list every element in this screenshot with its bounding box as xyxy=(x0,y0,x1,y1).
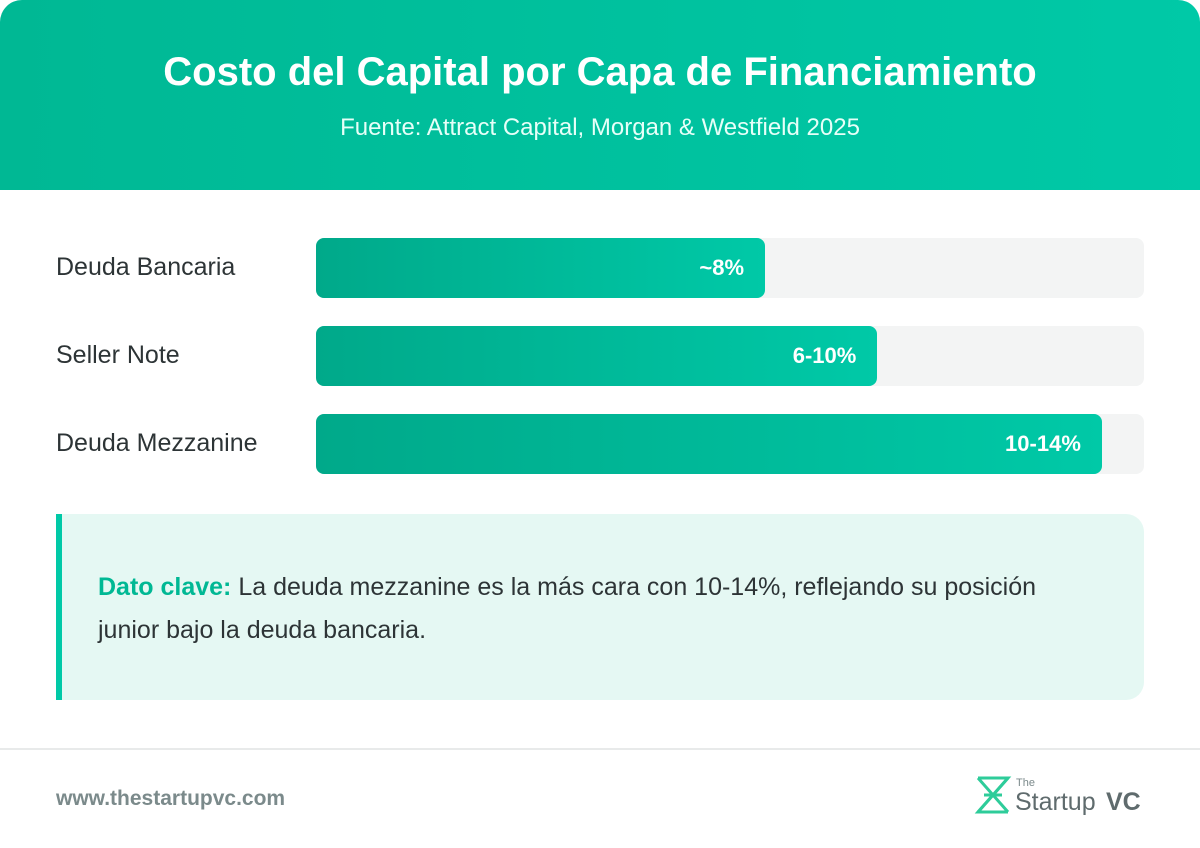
bar-track: 6-10% xyxy=(316,326,1144,386)
header: Costo del Capital por Capa de Financiami… xyxy=(0,0,1200,190)
category-label: Deuda Mezzanine xyxy=(56,429,258,457)
bar-track: 10-14% xyxy=(316,414,1144,474)
logo-small: The xyxy=(1016,777,1035,789)
value-label: 10-14% xyxy=(1005,431,1081,456)
note-body: La deuda mezzanine es la más cara con 10… xyxy=(98,573,1037,644)
chart-title: Costo del Capital por Capa de Financiami… xyxy=(163,50,1037,94)
logo: The Startup VC xyxy=(974,776,1141,816)
category-label: Deuda Bancaria xyxy=(56,253,236,281)
footer-divider xyxy=(0,748,1200,750)
footer-url: www.thestartupvc.com xyxy=(56,787,286,810)
key-note: Dato clave: La deuda mezzanine es la más… xyxy=(56,514,1144,700)
bar-track: ~8% xyxy=(316,238,1144,298)
logo-main: Startup xyxy=(1015,788,1096,816)
note-label: Dato clave: xyxy=(98,573,232,601)
logo-icon xyxy=(974,776,1012,814)
bar: 10-14% xyxy=(316,414,1102,474)
logo-suffix: VC xyxy=(1106,788,1141,816)
category-label: Seller Note xyxy=(56,341,180,369)
value-label: 6-10% xyxy=(792,343,857,368)
value-label: ~8% xyxy=(699,255,745,280)
bar: ~8% xyxy=(316,238,766,298)
note-text: Dato clave: La deuda mezzanine es la más… xyxy=(98,566,1098,652)
bar: 6-10% xyxy=(316,326,878,386)
chart-subtitle: Fuente: Attract Capital, Morgan & Westfi… xyxy=(340,114,860,141)
